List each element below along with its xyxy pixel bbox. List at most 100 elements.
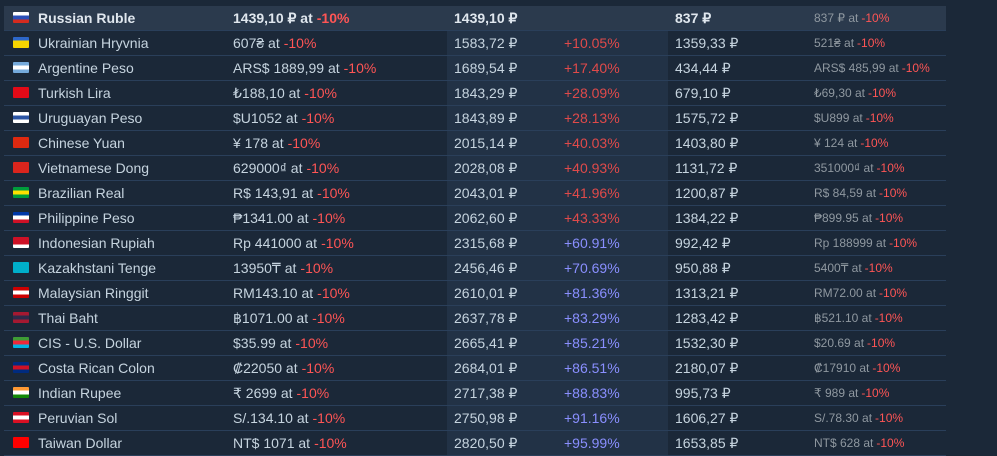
converted-price: 1843,29 ₽ — [454, 85, 518, 101]
regional-price: ₡22050 at -10% — [233, 356, 334, 380]
sale-price-value: ₡17910 at — [814, 361, 870, 375]
malaysian-ringgit-flag-icon — [13, 287, 29, 298]
converted-price: 2750,98 ₽ — [454, 410, 518, 426]
regional-price: ARS$ 1889,99 at -10% — [233, 56, 376, 80]
price-difference: +60.91% — [564, 235, 620, 251]
price-difference: +41.96% — [564, 185, 620, 201]
table-row-ukrainian-hryvnia: Ukrainian Hryvnia 607₴ at -10% 1583,72 ₽ +10… — [4, 31, 946, 56]
converted-price: 2456,46 ₽ — [454, 260, 518, 276]
converted-column-bg — [447, 231, 668, 255]
converted-price: 2717,38 ₽ — [454, 385, 518, 401]
discount-badge: -10% — [312, 410, 346, 426]
base-price: 1575,72 ₽ — [675, 110, 739, 126]
currency-name: Russian Ruble — [38, 10, 136, 26]
sale-price-value: 351000₫ at — [814, 161, 874, 175]
russian-ruble-flag-icon — [13, 12, 29, 23]
base-price: 950,88 ₽ — [675, 260, 731, 276]
sale-price-value: ₱899.95 at — [814, 211, 873, 225]
converted-price: 2028,08 ₽ — [454, 160, 518, 176]
converted-price: 2665,41 ₽ — [454, 335, 518, 351]
discount-badge: -10% — [317, 185, 350, 201]
table-row-russian-ruble: Russian Ruble 1439,10 ₽ at -10% 1439,10 ₽83… — [4, 6, 946, 31]
cis-u-s-dollar-flag-icon — [13, 337, 29, 348]
regional-price-value: 607₴ at — [233, 35, 280, 51]
sale-price-value: 837 ₽ at — [814, 11, 859, 25]
sale-price-value: S/.78.30 at — [814, 411, 873, 425]
converted-column-bg — [447, 381, 668, 405]
regional-price-value: RM143.10 at — [233, 285, 314, 301]
discount-badge: -10% — [314, 435, 347, 451]
discount-badge: -10% — [316, 10, 350, 26]
converted-column-bg — [447, 56, 668, 80]
currency-name: CIS - U.S. Dollar — [38, 335, 142, 351]
regional-price-value: S/.134.10 at — [233, 410, 309, 426]
base-price: 1653,85 ₽ — [675, 435, 739, 451]
table-row-turkish-lira: Turkish Lira ₺188,10 at -10% 1843,29 ₽ +28.0… — [4, 81, 946, 106]
sale-price-value: $U899 at — [814, 111, 863, 125]
sale-price: Rp 188999 at -10% — [814, 231, 917, 255]
vietnamese-dong-flag-icon — [13, 162, 29, 173]
sale-price: 521₴ at -10% — [814, 31, 885, 55]
sale-price-value: 5400₸ at — [814, 261, 862, 275]
discount-badge: -10% — [321, 235, 354, 251]
regional-prices-table: Russian Ruble 1439,10 ₽ at -10% 1439,10 ₽83… — [4, 6, 946, 456]
sale-discount-badge: -10% — [901, 61, 930, 75]
sale-price: $U899 at -10% — [814, 106, 894, 130]
regional-price: 629000₫ at -10% — [233, 156, 339, 180]
table-row-argentine-peso: Argentine Peso ARS$ 1889,99 at -10% 1689,54… — [4, 56, 946, 81]
regional-price: 13950₸ at -10% — [233, 256, 333, 280]
price-difference: +81.36% — [564, 285, 620, 301]
base-price: 1532,30 ₽ — [675, 335, 739, 351]
table-row-vietnamese-dong: Vietnamese Dong 629000₫ at -10% 2028,08 ₽ +4… — [4, 156, 946, 181]
regional-price: 607₴ at -10% — [233, 31, 316, 55]
sale-price: R$ 84,59 at -10% — [814, 181, 907, 205]
regional-price-value: $35.99 at — [233, 335, 292, 351]
sale-price-value: ARS$ 485,99 at — [814, 61, 899, 75]
converted-price: 2062,60 ₽ — [454, 210, 518, 226]
peruvian-sol-flag-icon — [13, 412, 29, 423]
base-price: 1359,33 ₽ — [675, 35, 739, 51]
sale-price-value: NT$ 628 at — [814, 436, 874, 450]
regional-price: 1439,10 ₽ at -10% — [233, 6, 349, 30]
price-difference: +40.03% — [564, 135, 620, 151]
converted-column-bg — [447, 406, 668, 430]
price-difference: +70.69% — [564, 260, 620, 276]
discount-badge: -10% — [306, 160, 340, 176]
sale-price-value: ₹ 989 at — [814, 386, 859, 400]
regional-price-value: 13950₸ at — [233, 260, 297, 276]
costa-rican-colon-flag-icon — [13, 362, 29, 373]
price-difference: +10.05% — [564, 35, 620, 51]
regional-price-value: ₱1341.00 at — [233, 210, 309, 226]
base-price: 1606,27 ₽ — [675, 410, 739, 426]
sale-discount-badge: -10% — [860, 136, 889, 150]
sale-discount-badge: -10% — [879, 186, 908, 200]
currency-name: Costa Rican Colon — [38, 360, 155, 376]
regional-price-value: ₹ 2699 at — [233, 385, 293, 401]
regional-price-value: ARS$ 1889,99 at — [233, 60, 340, 76]
converted-price: 2820,50 ₽ — [454, 435, 518, 451]
discount-badge: -10% — [312, 210, 346, 226]
price-difference: +17.40% — [564, 60, 620, 76]
sale-price: ¥ 124 at -10% — [814, 131, 888, 155]
brazilian-real-flag-icon — [13, 187, 29, 198]
regional-price: ₹ 2699 at -10% — [233, 381, 329, 405]
discount-badge: -10% — [312, 310, 345, 326]
converted-price: 1843,89 ₽ — [454, 110, 518, 126]
sale-price: ₱899.95 at -10% — [814, 206, 903, 230]
sale-price-value: ฿521.10 at — [814, 311, 872, 325]
converted-price: 2637,78 ₽ — [454, 310, 518, 326]
price-difference: +83.29% — [564, 310, 620, 326]
taiwan-dollar-flag-icon — [13, 437, 29, 448]
philippine-peso-flag-icon — [13, 212, 29, 223]
converted-column-bg — [447, 156, 668, 180]
base-price: 1200,87 ₽ — [675, 185, 739, 201]
currency-name: Kazakhstani Tenge — [38, 260, 157, 276]
currency-name: Indonesian Rupiah — [38, 235, 155, 251]
sale-discount-badge: -10% — [875, 211, 904, 225]
table-row-uruguayan-peso: Uruguayan Peso $U1052 at -10% 1843,89 ₽ +28.… — [4, 106, 946, 131]
sale-price: $20.69 at -10% — [814, 331, 895, 355]
sale-discount-badge: -10% — [867, 336, 896, 350]
currency-name: Taiwan Dollar — [38, 435, 123, 451]
converted-column-bg — [447, 281, 668, 305]
converted-column-bg — [447, 181, 668, 205]
